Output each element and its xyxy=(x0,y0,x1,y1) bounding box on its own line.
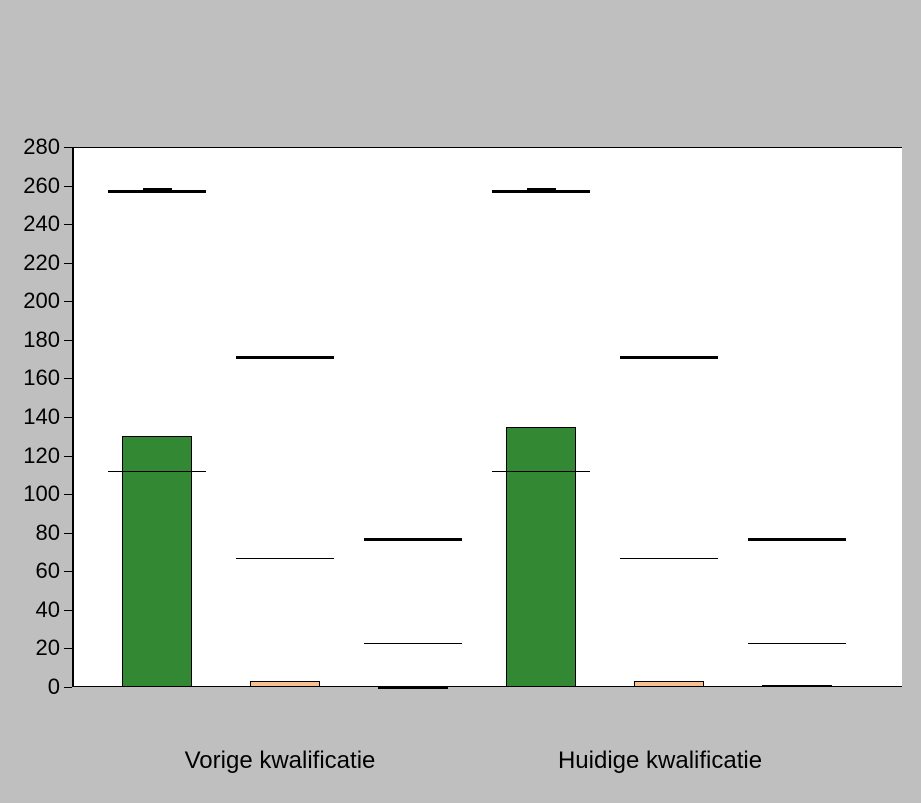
reference-line-bump xyxy=(527,188,556,190)
bar xyxy=(506,427,576,687)
plot-area xyxy=(72,147,902,687)
y-tick xyxy=(64,687,72,688)
reference-line xyxy=(236,558,334,559)
y-tick xyxy=(64,263,72,264)
reference-line xyxy=(364,643,462,644)
x-group-label: Vorige kwalificatie xyxy=(185,747,376,775)
y-axis-line xyxy=(72,147,74,687)
reference-line xyxy=(620,558,718,559)
y-tick-label: 180 xyxy=(23,327,60,353)
y-tick xyxy=(64,340,72,341)
y-tick-label: 60 xyxy=(36,558,60,584)
reference-line xyxy=(492,471,590,472)
bar xyxy=(634,681,704,687)
y-tick xyxy=(64,378,72,379)
qualification-bar-chart: 0 20 40 60 80 100 120 140 160 180 200 220 240 260 280 V… xyxy=(0,0,921,803)
y-tick xyxy=(64,224,72,225)
bar xyxy=(250,681,320,687)
y-tick xyxy=(64,494,72,495)
reference-line xyxy=(748,643,846,644)
y-tick xyxy=(64,571,72,572)
reference-line xyxy=(492,190,590,193)
bar xyxy=(762,685,832,687)
y-tick-label: 80 xyxy=(36,520,60,546)
y-tick-label: 280 xyxy=(23,134,60,160)
y-tick-label: 160 xyxy=(23,365,60,391)
y-tick xyxy=(64,610,72,611)
y-tick xyxy=(64,147,72,148)
x-group-label: Huidige kwalificatie xyxy=(558,747,762,775)
y-tick-label: 220 xyxy=(23,250,60,276)
y-tick-label: 20 xyxy=(36,635,60,661)
reference-line-bump xyxy=(143,188,172,190)
reference-line xyxy=(108,190,206,193)
reference-line xyxy=(108,471,206,472)
y-tick xyxy=(64,301,72,302)
y-tick xyxy=(64,417,72,418)
reference-line xyxy=(236,356,334,359)
y-tick-label: 40 xyxy=(36,597,60,623)
y-tick xyxy=(64,648,72,649)
reference-line xyxy=(364,538,462,541)
y-tick-label: 120 xyxy=(23,443,60,469)
y-tick-label: 100 xyxy=(23,481,60,507)
reference-line xyxy=(748,538,846,541)
y-tick xyxy=(64,533,72,534)
reference-line xyxy=(620,356,718,359)
y-tick-label: 140 xyxy=(23,404,60,430)
y-tick-label: 260 xyxy=(23,173,60,199)
y-tick-label: 0 xyxy=(48,674,60,700)
y-tick-label: 240 xyxy=(23,211,60,237)
bar xyxy=(122,436,192,687)
y-tick-label: 200 xyxy=(23,288,60,314)
bar xyxy=(378,687,448,689)
y-tick xyxy=(64,456,72,457)
y-tick xyxy=(64,186,72,187)
